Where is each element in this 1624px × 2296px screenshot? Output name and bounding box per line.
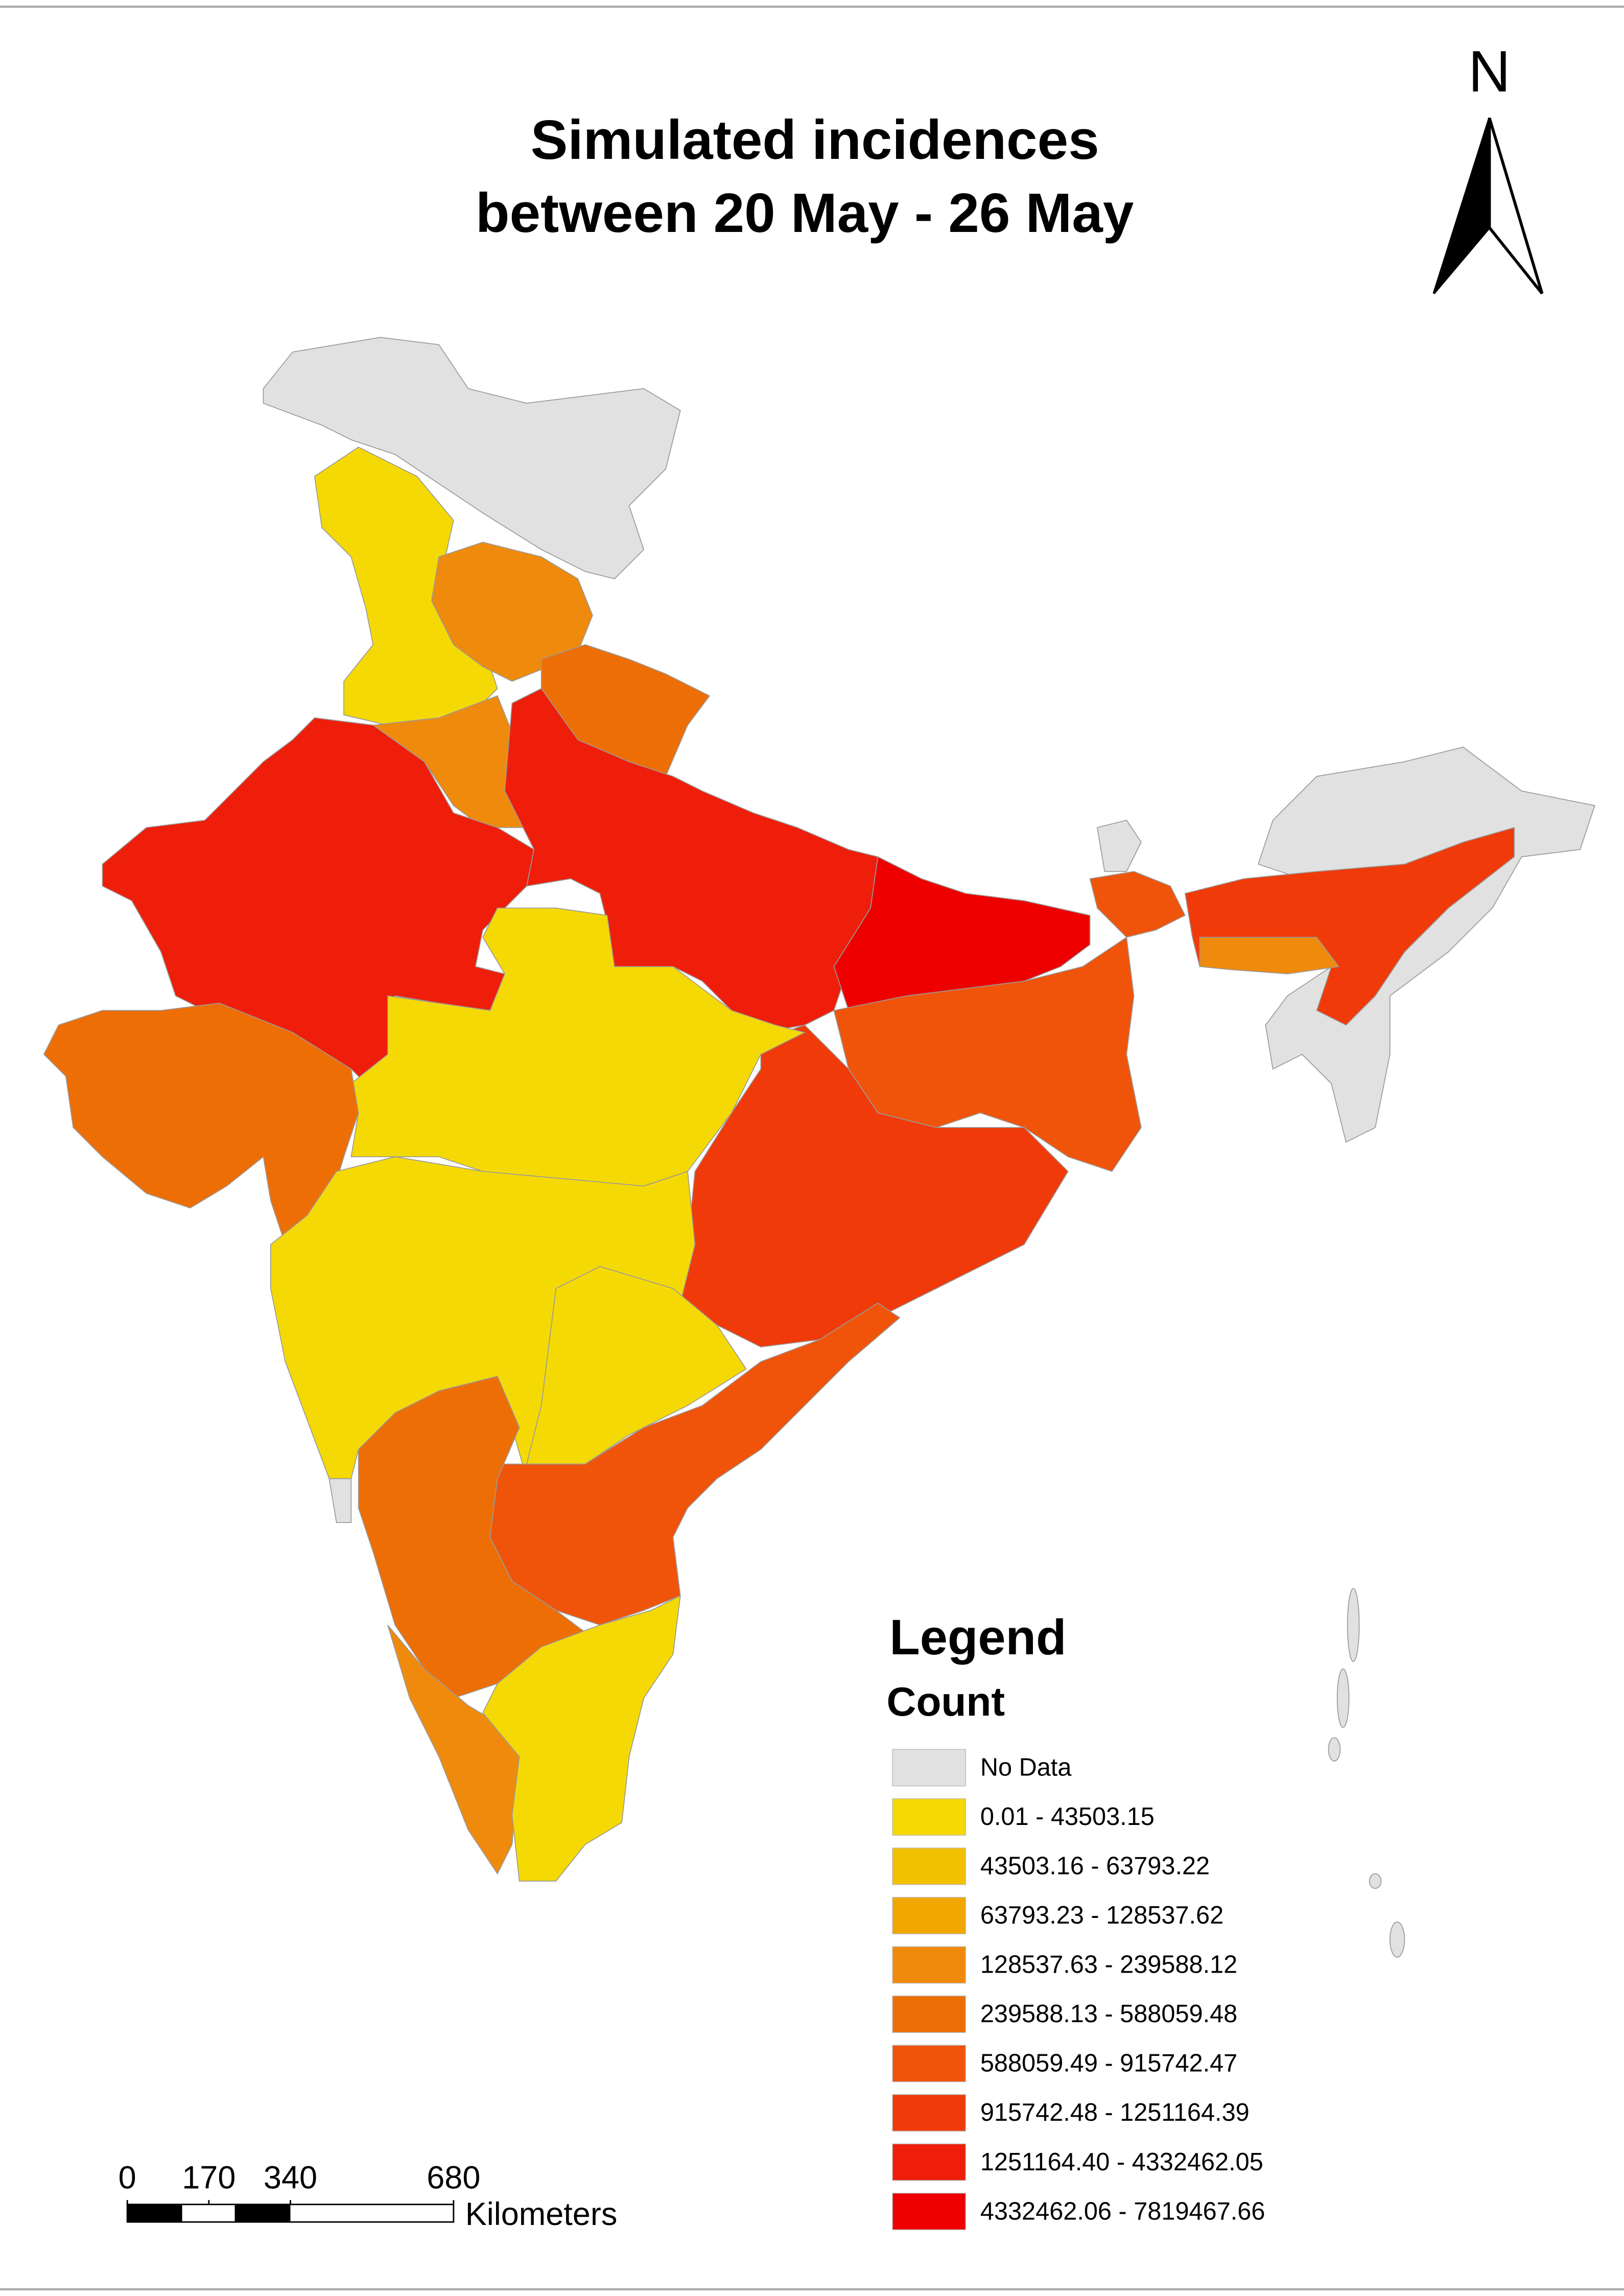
legend: No Data 0.01 - 43503.15 43503.16 - 63793.2… bbox=[892, 1749, 1265, 2231]
legend-label: 915742.48 - 1251164.39 bbox=[980, 2099, 1250, 2126]
legend-swatch bbox=[892, 1995, 966, 2033]
title-line: Simulated incidences bbox=[531, 109, 1099, 171]
island bbox=[1328, 1737, 1341, 1762]
region bbox=[489, 1302, 901, 1626]
legend-label: 4332462.06 - 7819467.66 bbox=[980, 2197, 1265, 2225]
scale-segment bbox=[289, 2204, 455, 2223]
region bbox=[1096, 819, 1142, 872]
region bbox=[504, 688, 879, 1033]
north-arrow-right bbox=[1488, 117, 1544, 295]
legend-label: 588059.49 - 915742.47 bbox=[980, 2050, 1237, 2077]
scale-segment bbox=[234, 2204, 291, 2223]
legend-label: 128537.63 - 239588.12 bbox=[980, 1951, 1237, 1979]
legend-swatch bbox=[892, 1896, 966, 1934]
legend-swatch bbox=[892, 2094, 966, 2132]
legend-swatch bbox=[892, 1749, 966, 1787]
region bbox=[833, 856, 1091, 1011]
legend-label: 43503.16 - 63793.22 bbox=[980, 1853, 1210, 1880]
north-label: N bbox=[1468, 39, 1511, 104]
region bbox=[1199, 936, 1340, 975]
region bbox=[358, 1375, 586, 1699]
legend-swatch bbox=[892, 1946, 966, 1984]
legend-label: 1251164.40 - 4332462.05 bbox=[980, 2148, 1263, 2176]
scale-segment bbox=[126, 2204, 182, 2223]
region bbox=[263, 337, 681, 579]
scale-tick-label: 0 bbox=[119, 2160, 136, 2195]
legend-swatch bbox=[892, 1847, 966, 1885]
title-line: between 20 May - 26 May bbox=[476, 182, 1134, 244]
scale-segment bbox=[180, 2204, 237, 2223]
legend-label: 63793.23 - 128537.62 bbox=[980, 1902, 1223, 1929]
region bbox=[387, 1625, 520, 1875]
region bbox=[526, 1266, 747, 1465]
island bbox=[1369, 1873, 1382, 1889]
scale-bar: Kilometers 0 170 340 680 bbox=[119, 2160, 618, 2232]
legend-swatch bbox=[892, 1798, 966, 1836]
island bbox=[1347, 1588, 1360, 1662]
region bbox=[328, 1478, 352, 1524]
scale-tick-label: 170 bbox=[182, 2160, 236, 2195]
scale-tick-label: 340 bbox=[264, 2160, 317, 2195]
region bbox=[1089, 871, 1186, 938]
legend-subtitle: Count bbox=[887, 1678, 1005, 1724]
legend-label: 0.01 - 43503.15 bbox=[980, 1803, 1155, 1831]
legend-title: Legend bbox=[889, 1609, 1066, 1665]
island bbox=[1389, 1922, 1405, 1958]
legend-swatch bbox=[892, 2193, 966, 2231]
region bbox=[350, 907, 806, 1187]
legend-label: No Data bbox=[980, 1754, 1072, 1782]
india-regions bbox=[43, 337, 1595, 1958]
scale-tick-label: 680 bbox=[427, 2160, 480, 2195]
scale-unit: Kilometers bbox=[465, 2196, 618, 2232]
legend-swatch bbox=[892, 2143, 966, 2181]
legend-label: 239588.13 - 588059.48 bbox=[980, 2000, 1237, 2028]
legend-swatch bbox=[892, 2045, 966, 2082]
region bbox=[43, 1002, 359, 1246]
region bbox=[482, 1595, 681, 1882]
north-arrow-left bbox=[1432, 118, 1491, 294]
island bbox=[1336, 1668, 1350, 1728]
